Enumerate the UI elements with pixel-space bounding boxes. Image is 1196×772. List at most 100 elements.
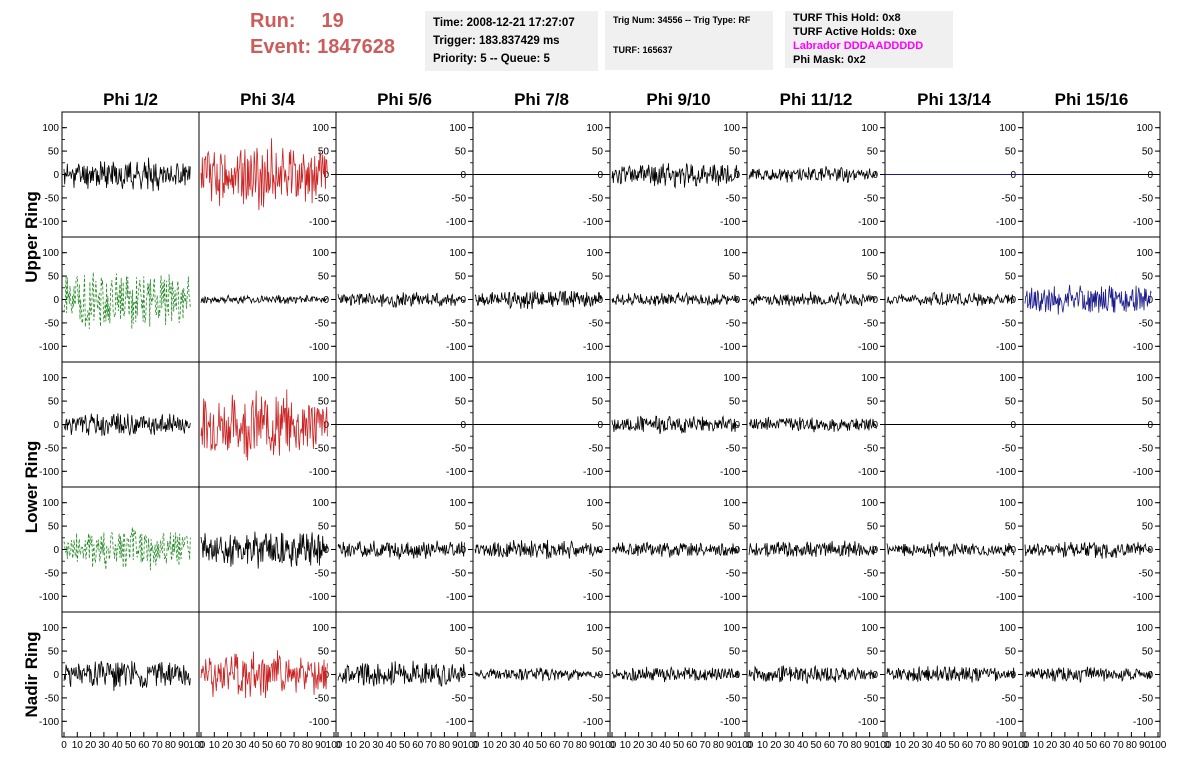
y-tick-label: 100 <box>1136 623 1153 634</box>
x-tick-label: 70 <box>1113 740 1125 751</box>
y-tick-label: -50 <box>315 693 330 704</box>
x-tick-label: 90 <box>1002 740 1014 751</box>
y-tick-label: -50 <box>589 568 604 579</box>
y-tick-label: 100 <box>312 123 329 134</box>
y-tick-label: -50 <box>1002 193 1017 204</box>
y-tick-label: 50 <box>1005 522 1017 533</box>
x-tick-label: 20 <box>359 740 371 751</box>
x-tick-label: 40 <box>249 740 261 751</box>
y-tick-label: 50 <box>48 272 60 283</box>
y-tick-label: 50 <box>48 397 60 408</box>
y-tick-label: 0 <box>53 295 59 306</box>
turf-active-holds-text: TURF Active Holds: 0xe <box>793 26 917 38</box>
y-tick-label: -100 <box>583 467 603 478</box>
phi-mask-text: Phi Mask: 0x2 <box>793 54 866 66</box>
y-tick-label: 100 <box>586 623 603 634</box>
y-tick-label: -50 <box>726 193 741 204</box>
waveform-trace <box>748 664 877 684</box>
y-tick-label: 50 <box>455 272 467 283</box>
x-tick-label: 90 <box>315 740 327 751</box>
waveform-trace <box>611 541 739 558</box>
waveform-trace <box>200 138 328 211</box>
y-tick-label: -100 <box>858 467 878 478</box>
y-tick-label: 50 <box>867 522 879 533</box>
x-tick-label: 30 <box>922 740 934 751</box>
x-tick-label: 70 <box>426 740 438 751</box>
waveform-trace <box>474 667 602 682</box>
waveform-trace <box>886 665 1015 683</box>
x-tick-label: 40 <box>797 740 809 751</box>
x-tick-label: 60 <box>275 740 287 751</box>
y-tick-label: 50 <box>48 522 60 533</box>
y-tick-label: 0 <box>323 295 329 306</box>
y-tick-label: 50 <box>1142 272 1154 283</box>
y-tick-label: 100 <box>42 623 59 634</box>
x-tick-label: 80 <box>851 740 863 751</box>
x-tick-label: 10 <box>346 740 358 751</box>
y-tick-label: -50 <box>45 568 60 579</box>
y-tick-label: -50 <box>452 568 467 579</box>
waveform-trace <box>748 166 877 183</box>
x-tick-label: 70 <box>152 740 164 751</box>
x-tick-label: 20 <box>908 740 920 751</box>
y-tick-label: 100 <box>723 123 740 134</box>
y-tick-label: 0 <box>1147 420 1153 431</box>
y-tick-label: -100 <box>996 592 1016 603</box>
waveform-trace <box>337 540 465 560</box>
y-tick-label: -50 <box>589 193 604 204</box>
y-tick-label: -50 <box>45 443 60 454</box>
y-tick-label: -100 <box>446 342 466 353</box>
x-tick-label: 0 <box>746 740 752 751</box>
y-tick-label: -100 <box>309 592 329 603</box>
y-tick-label: -50 <box>589 443 604 454</box>
x-tick-label: 60 <box>962 740 974 751</box>
y-tick-label: 0 <box>1010 170 1016 181</box>
y-tick-label: -50 <box>864 193 879 204</box>
y-tick-label: 100 <box>449 498 466 509</box>
y-tick-label: 0 <box>597 420 603 431</box>
y-tick-label: -100 <box>583 592 603 603</box>
y-tick-label: 100 <box>861 373 878 384</box>
y-tick-label: 50 <box>729 272 741 283</box>
y-tick-label: 50 <box>729 147 741 158</box>
y-tick-label: -50 <box>452 193 467 204</box>
x-tick-label: 100 <box>737 740 754 751</box>
x-tick-label: 40 <box>112 740 124 751</box>
x-tick-label: 70 <box>289 740 301 751</box>
ring-label: Upper Ring <box>22 191 41 283</box>
y-tick-label: 100 <box>449 248 466 259</box>
waveform-trace <box>1024 541 1152 559</box>
y-tick-label: 0 <box>53 420 59 431</box>
x-tick-label: 60 <box>1099 740 1111 751</box>
y-tick-label: 50 <box>318 647 330 658</box>
x-tick-label: 20 <box>85 740 97 751</box>
waveform-trace <box>200 531 328 569</box>
x-tick-label: 50 <box>1086 740 1098 751</box>
y-tick-label: 50 <box>455 147 467 158</box>
y-tick-label: 50 <box>48 147 60 158</box>
x-tick-label: 90 <box>589 740 601 751</box>
x-tick-label: 30 <box>372 740 384 751</box>
y-tick-label: 0 <box>734 545 740 556</box>
y-tick-label: 0 <box>323 420 329 431</box>
y-tick-label: 0 <box>597 670 603 681</box>
x-tick-label: 0 <box>472 740 478 751</box>
y-tick-label: 100 <box>723 373 740 384</box>
y-tick-label: -100 <box>858 217 878 228</box>
x-tick-label: 10 <box>895 740 907 751</box>
time-info-box: Time: 2008-12-21 17:27:07 Trigger: 183.8… <box>425 11 598 71</box>
waveform-trace <box>337 660 465 687</box>
x-tick-label: 40 <box>660 740 672 751</box>
y-tick-label: -50 <box>1002 568 1017 579</box>
event-label: Event: <box>250 36 312 58</box>
x-tick-label: 60 <box>824 740 836 751</box>
x-tick-label: 20 <box>496 740 508 751</box>
x-tick-label: 10 <box>209 740 221 751</box>
y-tick-label: 100 <box>449 373 466 384</box>
x-tick-label: 30 <box>509 740 521 751</box>
x-tick-label: 20 <box>633 740 645 751</box>
x-tick-label: 80 <box>1126 740 1138 751</box>
x-tick-label: 40 <box>935 740 947 751</box>
x-tick-label: 20 <box>1046 740 1058 751</box>
